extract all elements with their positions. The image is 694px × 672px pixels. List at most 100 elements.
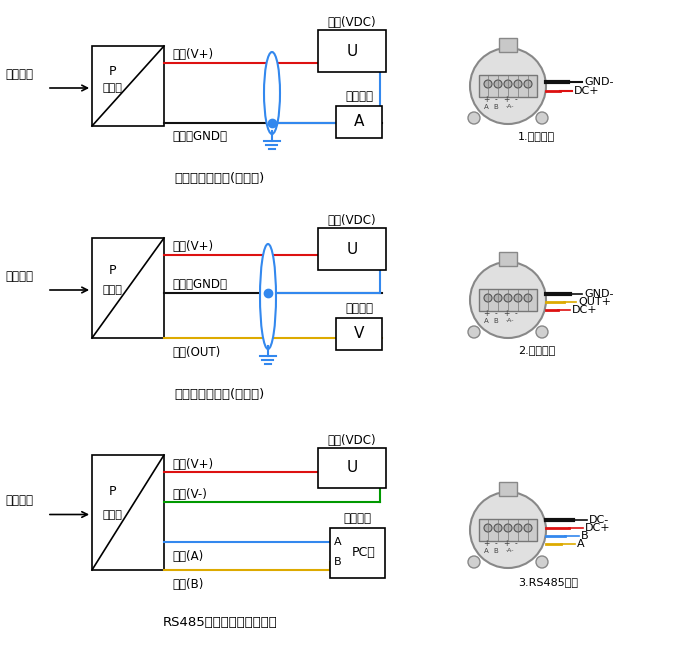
Bar	[336, 106, 382, 138]
Bar	[330, 528, 385, 578]
Circle shape	[494, 524, 502, 532]
Text: U: U	[346, 44, 357, 58]
Circle shape	[536, 112, 548, 124]
Circle shape	[514, 294, 522, 302]
Circle shape	[484, 524, 492, 532]
Text: A: A	[335, 537, 342, 547]
Text: GND-: GND-	[584, 77, 613, 87]
Bar	[499, 38, 517, 52]
Text: +: +	[483, 540, 489, 548]
Text: +: +	[319, 448, 330, 460]
Bar	[92, 455, 164, 570]
Text: +: +	[503, 310, 509, 319]
Circle shape	[524, 524, 532, 532]
Text: +: +	[319, 228, 330, 241]
Text: 黑线（GND）: 黑线（GND）	[172, 278, 227, 292]
Bar	[499, 252, 517, 266]
Text: 电源(VDC): 电源(VDC)	[328, 15, 376, 28]
Circle shape	[536, 326, 548, 338]
Text: 液位输入: 液位输入	[5, 495, 33, 507]
Text: 采集设备: 采集设备	[345, 91, 373, 103]
Text: +: +	[503, 95, 509, 105]
Circle shape	[524, 80, 532, 88]
Circle shape	[484, 294, 492, 302]
Circle shape	[484, 80, 492, 88]
Circle shape	[514, 524, 522, 532]
Bar	[479, 75, 537, 97]
Ellipse shape	[264, 52, 280, 134]
Circle shape	[468, 326, 480, 338]
Text: 电源(VDC): 电源(VDC)	[328, 214, 376, 226]
Circle shape	[468, 556, 480, 568]
Text: 电源(VDC): 电源(VDC)	[328, 433, 376, 446]
Text: A: A	[484, 318, 489, 324]
Text: +: +	[483, 310, 489, 319]
Text: -A-: -A-	[506, 319, 514, 323]
Text: RS485数字信号输出接线图: RS485数字信号输出接线图	[162, 616, 278, 628]
Text: -: -	[495, 540, 498, 548]
Circle shape	[470, 492, 546, 568]
Text: A: A	[484, 548, 489, 554]
Bar	[318, 30, 386, 72]
Text: 采集设备: 采集设备	[345, 302, 373, 315]
Text: 电压输出接线图(三线制): 电压输出接线图(三线制)	[175, 388, 265, 401]
Text: -: -	[515, 540, 517, 548]
Text: -: -	[515, 95, 517, 105]
Circle shape	[536, 556, 548, 568]
Text: 蓝线(A): 蓝线(A)	[172, 550, 203, 562]
Text: 变送器: 变送器	[102, 83, 122, 93]
Bar	[318, 448, 386, 488]
Text: 变送器: 变送器	[102, 285, 122, 295]
Text: 采集设备: 采集设备	[344, 513, 371, 526]
Text: A: A	[577, 539, 584, 549]
Text: DC+: DC+	[574, 86, 600, 96]
Text: 绿线(V-): 绿线(V-)	[172, 487, 207, 501]
Text: P: P	[108, 263, 116, 276]
Text: +: +	[319, 30, 330, 42]
Text: -: -	[515, 310, 517, 319]
Circle shape	[514, 80, 522, 88]
Circle shape	[494, 294, 502, 302]
Text: 液位输入: 液位输入	[5, 270, 33, 283]
Text: 电流输出接线图(两线制): 电流输出接线图(两线制)	[175, 171, 265, 185]
Text: A: A	[484, 104, 489, 110]
Text: B: B	[493, 318, 498, 324]
Text: 黄线(B): 黄线(B)	[172, 577, 203, 591]
Text: OUT+: OUT+	[578, 297, 611, 307]
Text: V: V	[354, 327, 364, 341]
Circle shape	[470, 48, 546, 124]
Text: B: B	[335, 557, 342, 567]
Text: 黑线（GND）: 黑线（GND）	[172, 130, 227, 144]
Text: +: +	[483, 95, 489, 105]
Circle shape	[524, 294, 532, 302]
Text: DC-: DC-	[589, 515, 609, 525]
Circle shape	[504, 524, 512, 532]
Ellipse shape	[260, 244, 276, 349]
Text: +: +	[503, 540, 509, 548]
Text: 2.电压输出: 2.电压输出	[518, 345, 555, 355]
Text: B: B	[493, 548, 498, 554]
Bar	[92, 46, 164, 126]
Text: 液位输入: 液位输入	[5, 68, 33, 81]
Text: -: -	[378, 30, 382, 42]
Text: DC+: DC+	[572, 305, 598, 315]
Text: -: -	[495, 95, 498, 105]
Text: GND-: GND-	[584, 289, 613, 299]
Text: A: A	[354, 114, 364, 130]
Bar	[336, 318, 382, 350]
Text: -A-: -A-	[506, 548, 514, 554]
Text: 1.电流输出: 1.电流输出	[518, 131, 555, 141]
Text: -: -	[378, 448, 382, 460]
Text: 红线(V+): 红线(V+)	[172, 48, 213, 62]
Bar	[318, 228, 386, 270]
Circle shape	[468, 112, 480, 124]
Text: 黄线(OUT): 黄线(OUT)	[172, 345, 220, 358]
Bar	[499, 482, 517, 496]
Text: P: P	[108, 65, 116, 78]
Text: P: P	[108, 485, 116, 499]
Text: -: -	[495, 310, 498, 319]
Text: B: B	[493, 104, 498, 110]
Text: -A-: -A-	[506, 105, 514, 110]
Text: DC+: DC+	[585, 523, 611, 533]
Bar	[92, 238, 164, 338]
